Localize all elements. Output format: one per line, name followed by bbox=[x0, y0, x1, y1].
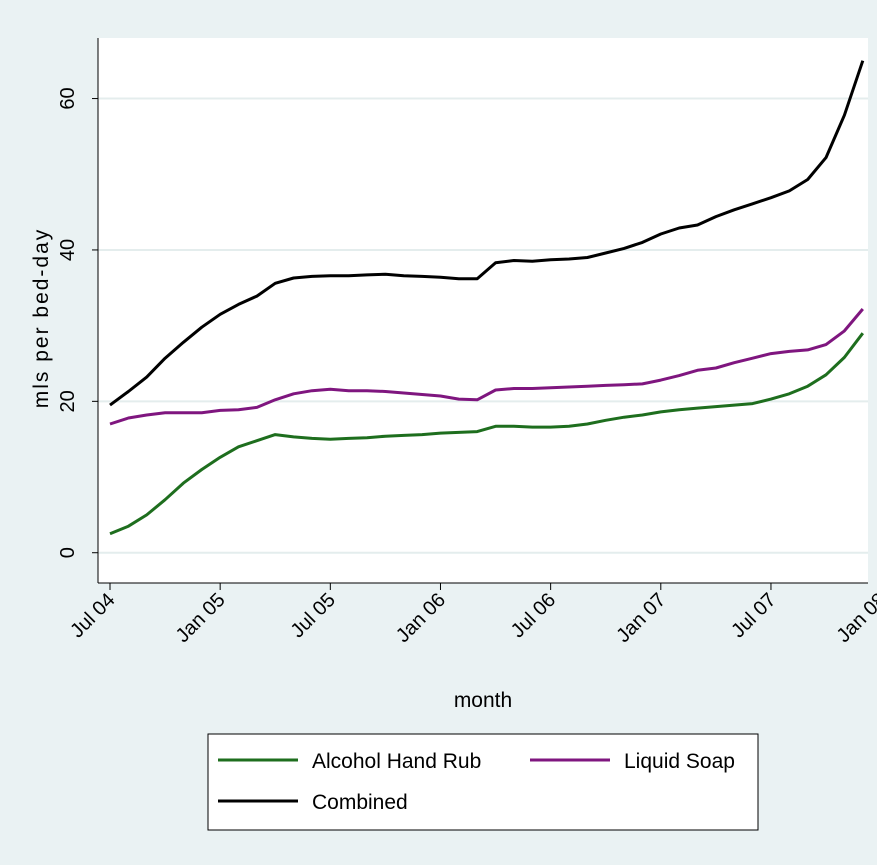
plot-background bbox=[98, 38, 868, 583]
y-tick-label: 40 bbox=[57, 239, 79, 261]
legend-box bbox=[207, 733, 759, 831]
x-ticks: Jul 04 Jan 05 Jul 05 Jan 06 Jul 06 Jan 07 Jul … bbox=[66, 583, 877, 647]
series-line-combined bbox=[109, 60, 865, 407]
x-tick-label: Jul 06 bbox=[507, 589, 560, 642]
series-lines bbox=[109, 60, 865, 536]
x-tick-label: Jan 07 bbox=[612, 589, 670, 647]
legend-label-alcohol-hand-rub: Alcohol Hand Rub bbox=[312, 750, 481, 773]
legend: Alcohol Hand Rub Liquid Soap Combined bbox=[207, 733, 759, 831]
y-tick-label: 20 bbox=[57, 390, 79, 412]
x-axis-title: month bbox=[454, 689, 512, 712]
x-tick-label: Jul 04 bbox=[66, 589, 119, 642]
x-tick-label: Jan 06 bbox=[392, 589, 450, 647]
legend-label-combined: Combined bbox=[312, 791, 408, 814]
grid-lines bbox=[98, 97, 868, 554]
legend-label-liquid-soap: Liquid Soap bbox=[624, 750, 735, 773]
series-line-alcohol-hand-rub bbox=[109, 332, 864, 536]
y-tick-label: 0 bbox=[57, 547, 79, 558]
x-tick-label: Jul 05 bbox=[287, 589, 340, 642]
y-ticks: 0 20 40 60 bbox=[57, 87, 98, 558]
x-tick-label: Jan 08 bbox=[833, 589, 877, 647]
y-tick-label: 60 bbox=[57, 87, 79, 109]
x-tick-label: Jul 07 bbox=[727, 589, 780, 642]
x-tick-label: Jan 05 bbox=[172, 589, 230, 647]
series-line-liquid-soap bbox=[109, 308, 864, 426]
y-axis-title: mls per bed-day bbox=[30, 228, 53, 409]
